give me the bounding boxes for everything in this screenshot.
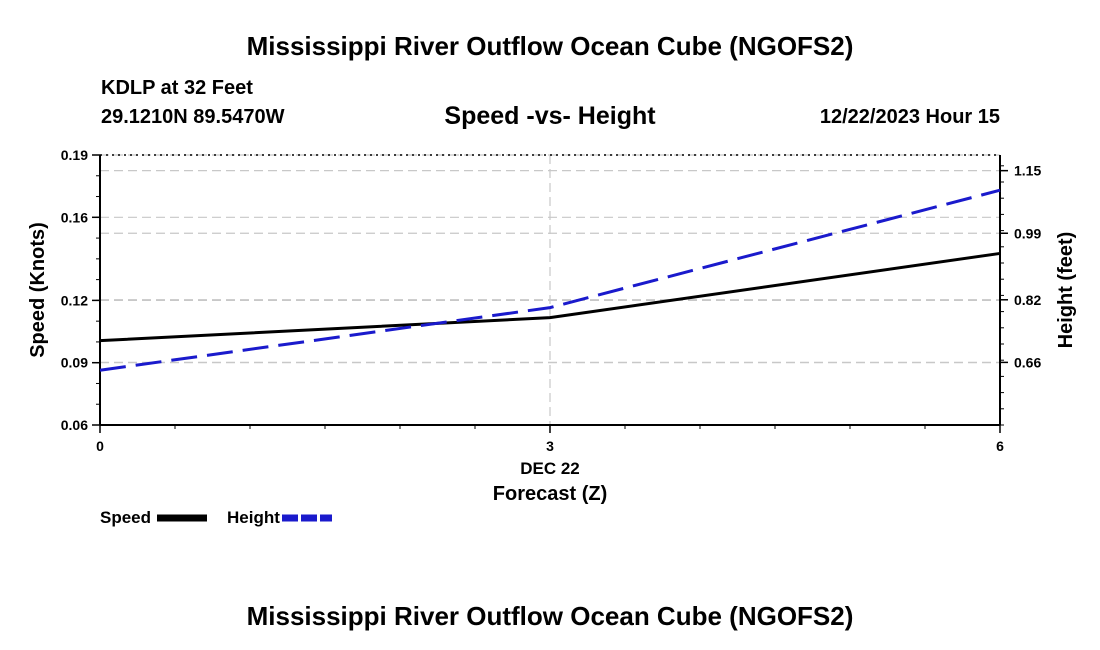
legend-label-height: Height xyxy=(227,508,280,527)
station-label: KDLP at 32 Feet xyxy=(101,77,253,99)
speed-height-chart: 0.06 0.09 0.12 0.16 0.19 0.66 0.82 0.99 1.15 0 3 6 D… xyxy=(27,147,1077,505)
y-right-tick-label: 0.99 xyxy=(1014,225,1041,241)
page-title-bottom: Mississippi River Outflow Ocean Cube (NG… xyxy=(246,601,854,631)
series-line-height xyxy=(99,188,1001,372)
x-tick-label: 3 xyxy=(546,438,554,454)
y-right-tick-label: 0.82 xyxy=(1014,292,1041,308)
y-right-tick-label: 0.66 xyxy=(1014,354,1041,370)
y-right-axis-title: Height (feet) xyxy=(1055,232,1077,349)
chart-legend: Speed Height xyxy=(100,508,336,528)
y-left-tick-label: 0.06 xyxy=(61,417,88,433)
chart-subtitle: Speed -vs- Height xyxy=(444,102,656,130)
coordinates-label: 29.1210N 89.5470W xyxy=(101,106,285,128)
datetime-label: 12/22/2023 Hour 15 xyxy=(819,106,1000,128)
x-axis-title: Forecast (Z) xyxy=(493,483,607,505)
y-left-tick-label: 0.16 xyxy=(61,209,88,225)
page-title-top: Mississippi River Outflow Ocean Cube (NG… xyxy=(246,31,854,61)
y-left-tick-label: 0.12 xyxy=(61,292,88,308)
series-line-speed xyxy=(99,251,1001,343)
legend-swatch-height xyxy=(281,514,332,522)
y-left-axis-title: Speed (Knots) xyxy=(27,222,49,358)
y-left-tick-label: 0.19 xyxy=(61,147,88,163)
x-tick-label: 0 xyxy=(96,438,104,454)
x-date-label: DEC 22 xyxy=(520,459,580,478)
legend-label-speed: Speed xyxy=(100,508,152,527)
y-right-tick-label: 1.15 xyxy=(1014,163,1041,179)
y-left-tick-label: 0.09 xyxy=(61,355,88,371)
x-tick-label: 6 xyxy=(996,438,1004,454)
legend-swatch-speed xyxy=(157,514,208,522)
